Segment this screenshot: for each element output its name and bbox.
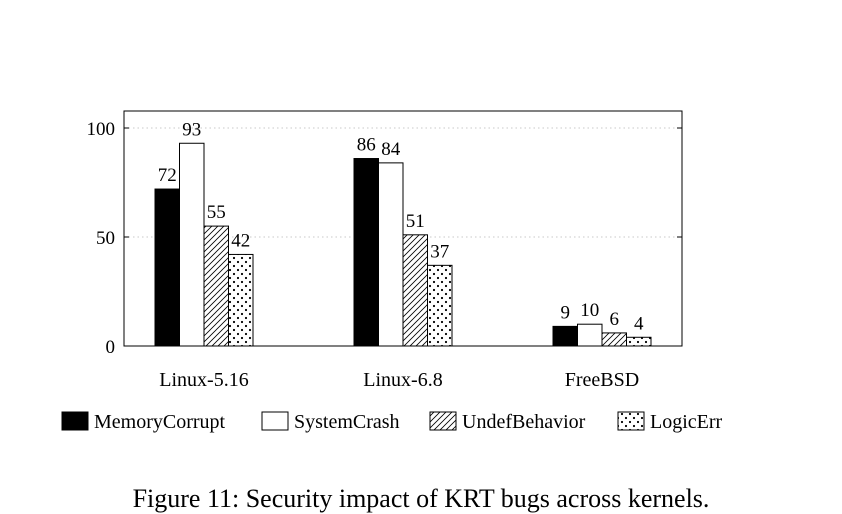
bars	[154, 142, 652, 347]
bar-value-label: 84	[381, 139, 401, 160]
legend-swatch	[61, 411, 89, 431]
bar	[228, 253, 254, 347]
y-tick-label: 100	[87, 119, 116, 140]
legend-swatch	[617, 411, 645, 431]
bar	[154, 188, 180, 347]
legend: MemoryCorrupt SystemCrash UndefBehavior Log…	[61, 411, 723, 433]
category-label: Linux-6.8	[363, 369, 442, 391]
legend-label: LogicErr	[650, 411, 723, 433]
bar	[378, 162, 404, 347]
bar-value-label: 72	[158, 165, 177, 186]
bar	[427, 264, 453, 347]
legend-label: MemoryCorrupt	[94, 411, 226, 433]
legend-swatch	[429, 411, 457, 431]
bar-value-label: 6	[610, 309, 620, 330]
legend-label: UndefBehavior	[462, 411, 586, 433]
bar-value-label: 93	[182, 119, 201, 140]
y-axis: 0 50 100	[87, 119, 682, 358]
x-axis: Linux-5.16 Linux-6.8 FreeBSD	[159, 369, 639, 391]
bar-value-label: 10	[580, 300, 599, 321]
y-tick-label: 50	[96, 228, 115, 249]
bar-value-label: 4	[634, 313, 644, 334]
bar	[626, 336, 652, 347]
bar	[402, 234, 428, 347]
bar-value-label: 37	[430, 241, 449, 262]
bar	[577, 323, 603, 347]
figure-caption: Figure 11: Security impact of KRT bugs a…	[132, 484, 710, 513]
bar	[552, 325, 578, 347]
bar-value-label: 55	[207, 202, 226, 223]
bar-value-label: 51	[406, 211, 425, 232]
legend-label: SystemCrash	[294, 411, 400, 433]
bar-value-label: 86	[357, 135, 376, 156]
legend-swatch	[261, 411, 289, 431]
bar-value-label: 42	[231, 230, 250, 251]
bar-value-label: 9	[561, 302, 571, 323]
y-tick-label: 0	[106, 337, 116, 358]
category-label: FreeBSD	[565, 369, 639, 391]
bar	[203, 225, 229, 347]
bar	[179, 142, 205, 347]
category-label: Linux-5.16	[159, 369, 248, 391]
bar	[601, 332, 627, 347]
plot-frame	[123, 110, 683, 347]
bar	[353, 158, 379, 347]
